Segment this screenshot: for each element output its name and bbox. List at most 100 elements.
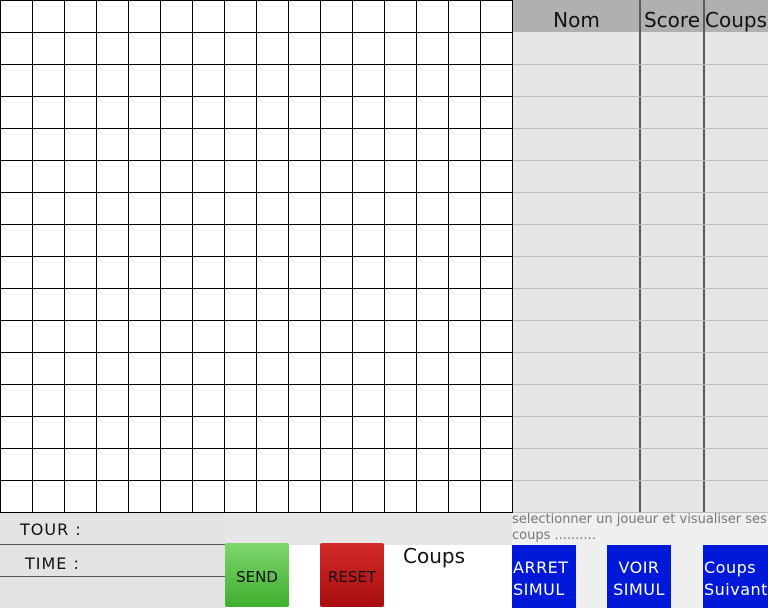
- board-cell[interactable]: [224, 64, 257, 97]
- board-cell[interactable]: [64, 32, 97, 65]
- board-cell[interactable]: [480, 192, 513, 225]
- board-cell[interactable]: [128, 224, 161, 257]
- board-cell[interactable]: [288, 320, 321, 353]
- board-cell[interactable]: [192, 160, 225, 193]
- board-cell[interactable]: [32, 192, 65, 225]
- board-cell[interactable]: [96, 416, 129, 449]
- board-cell[interactable]: [320, 224, 353, 257]
- board-cell[interactable]: [96, 64, 129, 97]
- board-cell[interactable]: [0, 256, 33, 289]
- board-cell[interactable]: [128, 416, 161, 449]
- board-cell[interactable]: [192, 192, 225, 225]
- board-cell[interactable]: [416, 352, 449, 385]
- board-cell[interactable]: [288, 96, 321, 129]
- board-cell[interactable]: [416, 320, 449, 353]
- board-cell[interactable]: [448, 352, 481, 385]
- board-cell[interactable]: [256, 0, 289, 33]
- board-cell[interactable]: [288, 32, 321, 65]
- board-cell[interactable]: [480, 128, 513, 161]
- board-cell[interactable]: [160, 160, 193, 193]
- board-cell[interactable]: [32, 256, 65, 289]
- board-cell[interactable]: [480, 96, 513, 129]
- board-cell[interactable]: [0, 64, 33, 97]
- board-cell[interactable]: [256, 224, 289, 257]
- board-cell[interactable]: [352, 384, 385, 417]
- board-cell[interactable]: [192, 256, 225, 289]
- column-header-nom[interactable]: Nom: [553, 8, 600, 32]
- board-cell[interactable]: [192, 416, 225, 449]
- board-cell[interactable]: [256, 192, 289, 225]
- board-cell[interactable]: [352, 448, 385, 481]
- board-cell[interactable]: [160, 448, 193, 481]
- board-cell[interactable]: [320, 320, 353, 353]
- board-cell[interactable]: [288, 480, 321, 513]
- board-cell[interactable]: [64, 352, 97, 385]
- board-cell[interactable]: [128, 96, 161, 129]
- board-cell[interactable]: [96, 352, 129, 385]
- board-cell[interactable]: [416, 32, 449, 65]
- stop-simulation-button[interactable]: ARRET SIMUL: [512, 545, 576, 608]
- board-cell[interactable]: [416, 416, 449, 449]
- board-cell[interactable]: [320, 256, 353, 289]
- board-cell[interactable]: [64, 64, 97, 97]
- column-header-score[interactable]: Score: [643, 8, 700, 32]
- board-cell[interactable]: [96, 160, 129, 193]
- board-cell[interactable]: [480, 224, 513, 257]
- board-cell[interactable]: [224, 288, 257, 321]
- board-cell[interactable]: [128, 448, 161, 481]
- board-cell[interactable]: [224, 256, 257, 289]
- board-cell[interactable]: [96, 192, 129, 225]
- board-cell[interactable]: [448, 416, 481, 449]
- board-cell[interactable]: [416, 128, 449, 161]
- board-cell[interactable]: [32, 320, 65, 353]
- board-cell[interactable]: [480, 384, 513, 417]
- board-cell[interactable]: [320, 448, 353, 481]
- board-cell[interactable]: [0, 448, 33, 481]
- board-cell[interactable]: [448, 64, 481, 97]
- board-cell[interactable]: [64, 224, 97, 257]
- board-cell[interactable]: [192, 288, 225, 321]
- board-cell[interactable]: [160, 480, 193, 513]
- board-cell[interactable]: [448, 160, 481, 193]
- board-cell[interactable]: [416, 448, 449, 481]
- board-cell[interactable]: [160, 416, 193, 449]
- board-cell[interactable]: [192, 224, 225, 257]
- board-cell[interactable]: [32, 0, 65, 33]
- board-cell[interactable]: [64, 192, 97, 225]
- board-cell[interactable]: [0, 224, 33, 257]
- board-cell[interactable]: [96, 96, 129, 129]
- board-cell[interactable]: [192, 448, 225, 481]
- board-cell[interactable]: [224, 480, 257, 513]
- board-cell[interactable]: [96, 32, 129, 65]
- board-cell[interactable]: [192, 0, 225, 33]
- board-cell[interactable]: [448, 256, 481, 289]
- board-cell[interactable]: [448, 448, 481, 481]
- board-cell[interactable]: [352, 192, 385, 225]
- board-cell[interactable]: [96, 0, 129, 33]
- board-cell[interactable]: [0, 288, 33, 321]
- board-cell[interactable]: [384, 192, 417, 225]
- board-cell[interactable]: [384, 0, 417, 33]
- board-cell[interactable]: [480, 288, 513, 321]
- board-cell[interactable]: [64, 320, 97, 353]
- game-board[interactable]: [0, 0, 513, 513]
- board-cell[interactable]: [224, 96, 257, 129]
- board-cell[interactable]: [352, 352, 385, 385]
- board-cell[interactable]: [160, 96, 193, 129]
- board-cell[interactable]: [32, 416, 65, 449]
- board-cell[interactable]: [64, 384, 97, 417]
- board-cell[interactable]: [384, 128, 417, 161]
- board-cell[interactable]: [32, 288, 65, 321]
- board-cell[interactable]: [416, 480, 449, 513]
- board-cell[interactable]: [32, 64, 65, 97]
- board-cell[interactable]: [480, 0, 513, 33]
- view-simulation-button[interactable]: VOIR SIMUL: [607, 545, 671, 608]
- board-cell[interactable]: [64, 0, 97, 33]
- board-cell[interactable]: [192, 96, 225, 129]
- board-cell[interactable]: [32, 128, 65, 161]
- board-cell[interactable]: [352, 0, 385, 33]
- board-cell[interactable]: [256, 64, 289, 97]
- board-cell[interactable]: [64, 416, 97, 449]
- board-cell[interactable]: [448, 224, 481, 257]
- board-cell[interactable]: [224, 224, 257, 257]
